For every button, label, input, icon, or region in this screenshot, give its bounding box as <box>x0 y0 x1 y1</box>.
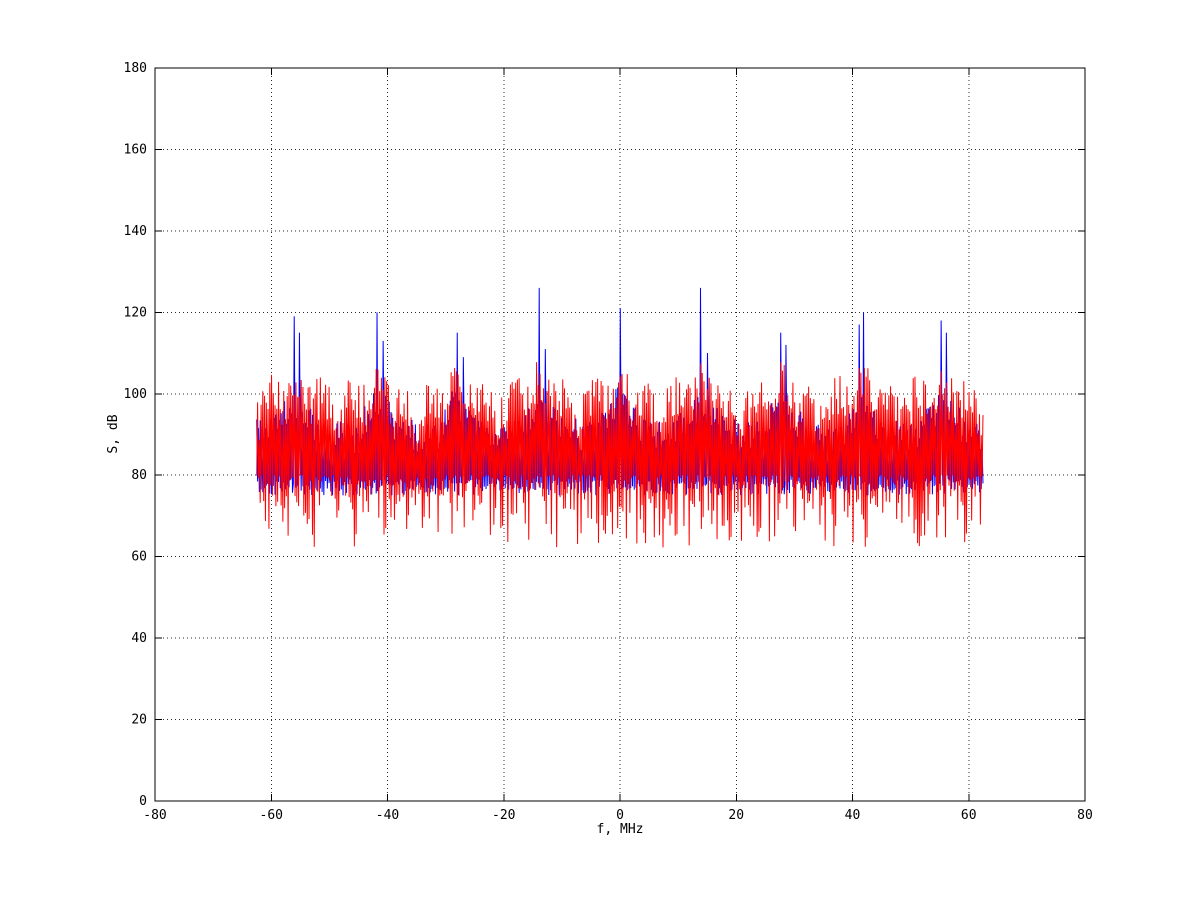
y-tick-label: 100 <box>124 387 147 402</box>
x-tick-label: -60 <box>260 808 283 823</box>
y-tick-label: 20 <box>131 713 147 728</box>
x-tick-label: 80 <box>1077 808 1093 823</box>
x-tick-label: 0 <box>616 808 624 823</box>
y-axis-label: S, dB <box>106 414 121 453</box>
x-tick-label: -80 <box>143 808 166 823</box>
y-tick-label: 120 <box>124 305 147 320</box>
series-layer <box>256 287 984 548</box>
x-tick-label: -40 <box>376 808 399 823</box>
y-tick-label: 0 <box>139 794 147 809</box>
y-tick-label: 40 <box>131 631 147 646</box>
x-tick-label: 60 <box>961 808 977 823</box>
y-tick-label: 60 <box>131 550 147 565</box>
x-axis-label: f, MHz <box>597 822 644 837</box>
y-tick-label: 180 <box>124 61 147 76</box>
x-tick-label: 20 <box>728 808 744 823</box>
x-tick-label: -20 <box>492 808 515 823</box>
x-tick-label: 40 <box>845 808 861 823</box>
y-tick-label: 140 <box>124 224 147 239</box>
y-tick-label: 80 <box>131 468 147 483</box>
y-tick-label: 160 <box>124 142 147 157</box>
tick-labels: -80 -60 -40 -20 0 20 40 60 80 0 20 40 60 80 100 120 140 1… <box>124 61 1093 823</box>
axis-ticks <box>154 67 1086 802</box>
red-spectrum-path <box>256 361 984 548</box>
